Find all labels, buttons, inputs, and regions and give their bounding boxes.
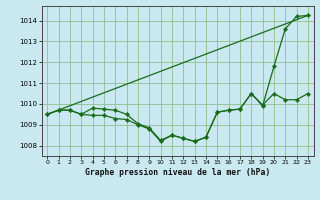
X-axis label: Graphe pression niveau de la mer (hPa): Graphe pression niveau de la mer (hPa) [85,168,270,177]
